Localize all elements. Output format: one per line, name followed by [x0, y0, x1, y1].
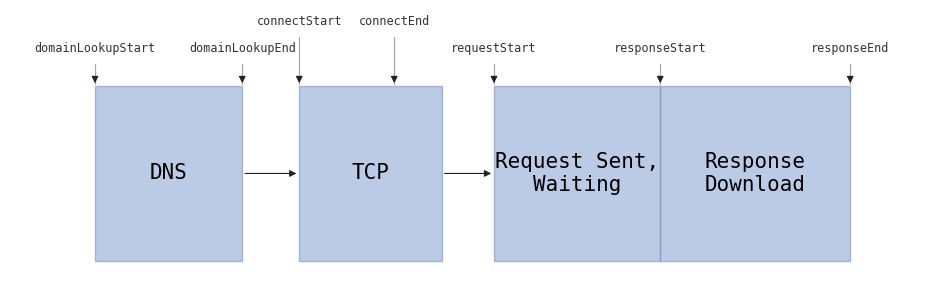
Text: TCP: TCP	[352, 163, 390, 184]
Text: domainLookupStart: domainLookupStart	[34, 42, 156, 55]
Text: connectEnd: connectEnd	[359, 15, 429, 28]
Bar	[299, 86, 442, 261]
Text: DNS: DNS	[150, 163, 187, 184]
Bar	[660, 86, 850, 261]
Text: responseStart: responseStart	[614, 42, 707, 55]
Text: Response
Download: Response Download	[705, 152, 806, 195]
Bar	[494, 86, 660, 261]
Bar	[95, 86, 242, 261]
Text: connectStart: connectStart	[256, 15, 342, 28]
Text: requestStart: requestStart	[451, 42, 537, 55]
Text: Request Sent,
Waiting: Request Sent, Waiting	[495, 152, 659, 195]
Text: domainLookupEnd: domainLookupEnd	[189, 42, 295, 55]
Text: responseEnd: responseEnd	[811, 42, 889, 55]
